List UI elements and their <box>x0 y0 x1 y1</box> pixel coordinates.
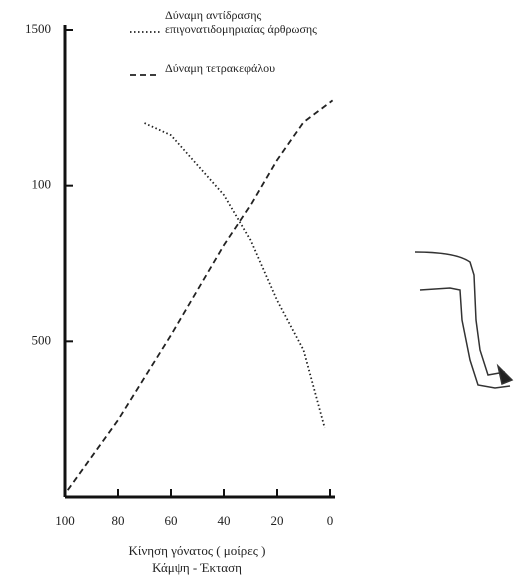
x-tick-label: 60 <box>165 513 178 528</box>
x-axis-label: Κίνηση γόνατος ( μοίρες ) <box>129 543 266 558</box>
y-tick-label: 100 <box>32 177 52 192</box>
y-tick-label: 500 <box>32 332 52 347</box>
legend-item: Δύναμη αντίδρασης επιγονατιδομηριαίας άρ… <box>165 8 317 36</box>
legend-label: Δύναμη τετρακεφάλου <box>165 61 276 75</box>
x-tick-label: 0 <box>327 513 334 528</box>
x-axis-sublabel: Κάμψη - Έκταση <box>152 560 242 575</box>
series-line <box>144 122 326 429</box>
series-line <box>66 99 334 491</box>
x-tick-label: 80 <box>112 513 125 528</box>
knee-sketch <box>414 251 514 389</box>
x-tick-label: 20 <box>271 513 284 528</box>
legend-item: Δύναμη τετρακεφάλου <box>165 61 276 75</box>
x-tick-label: 100 <box>55 513 75 528</box>
legend-label: Δύναμη αντίδρασης επιγονατιδομηριαίας άρ… <box>165 8 317 36</box>
y-tick-label: 1500 <box>25 21 51 36</box>
x-tick-label: 40 <box>218 513 231 528</box>
